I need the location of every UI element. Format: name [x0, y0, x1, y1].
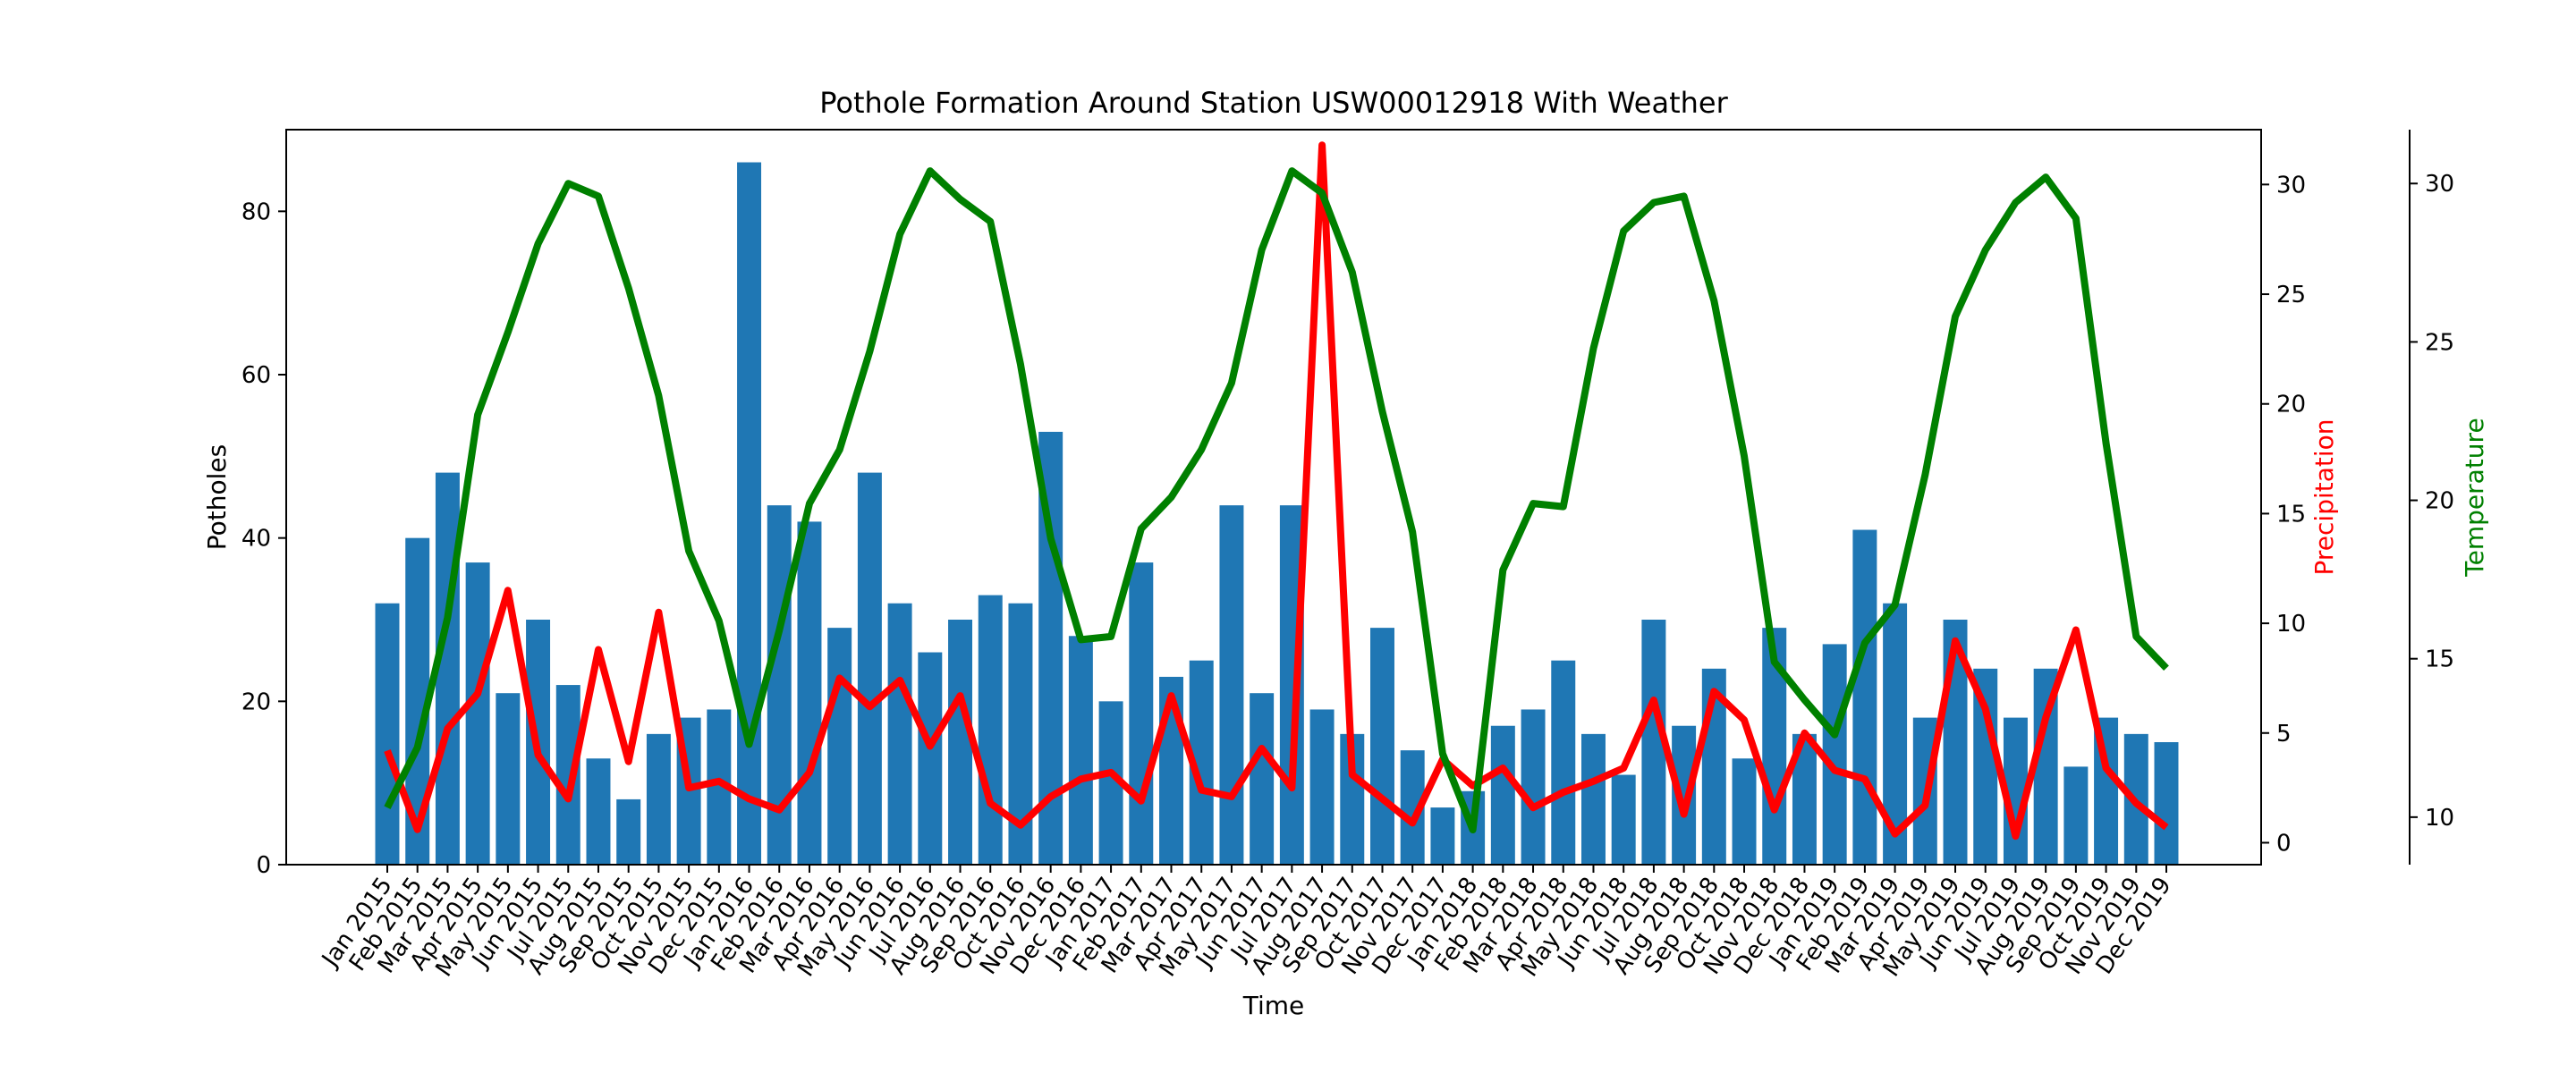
bar: [887, 603, 912, 865]
precipitation-tick-label: 15: [2276, 501, 2306, 528]
bar: [797, 521, 822, 865]
bar: [586, 758, 611, 865]
bar: [1430, 807, 1455, 865]
precipitation-tick-label: 0: [2276, 830, 2292, 857]
temperature-axis-label: Temperature: [2460, 418, 2489, 577]
y-tick-label: 40: [242, 526, 271, 553]
bar: [2154, 742, 2179, 865]
bar: [1822, 644, 1847, 865]
precipitation-tick-label: 5: [2276, 721, 2292, 748]
precipitation-tick-label: 25: [2276, 282, 2306, 308]
bar: [978, 595, 1003, 865]
bar: [857, 472, 882, 865]
bar: [1852, 529, 1877, 865]
bar: [827, 628, 852, 865]
plot-frame: [285, 129, 2262, 866]
bar: [435, 472, 460, 865]
y-tick-label: 0: [256, 852, 271, 879]
bar: [918, 652, 943, 865]
bar: [1309, 709, 1335, 865]
bar: [737, 162, 762, 866]
x-axis-label: Time: [1242, 991, 1305, 1020]
bar: [1219, 505, 1244, 865]
bar: [1370, 628, 1394, 865]
bar: [616, 798, 641, 865]
temperature-tick-label: 15: [2425, 646, 2454, 673]
bar: [496, 693, 521, 865]
bar: [1068, 636, 1093, 865]
bar: [646, 733, 671, 865]
precipitation-tick-label: 30: [2276, 172, 2306, 199]
bar: [375, 603, 400, 865]
lines-layer: [384, 141, 2169, 841]
bar: [1551, 660, 1576, 865]
y-tick-label: 20: [242, 689, 271, 715]
bar: [1490, 725, 1515, 865]
y-axis-label: Potholes: [202, 444, 232, 550]
temperature-tick-label: 25: [2425, 329, 2454, 356]
chart-title: Pothole Formation Around Station USW0001…: [819, 86, 1728, 120]
temperature-tick-label: 10: [2425, 805, 2454, 832]
precipitation-tick-label: 20: [2276, 392, 2306, 418]
bar: [1732, 758, 1757, 865]
bar: [1580, 733, 1606, 865]
precipitation-axis-label: Precipitation: [2309, 418, 2339, 575]
precipitation-line: [384, 141, 2169, 841]
bar: [1611, 774, 1636, 865]
temperature-axis: 10 15 20 25 30: [2409, 130, 2454, 865]
bars-layer: [375, 162, 2179, 866]
bar: [465, 562, 490, 865]
temperature-tick-label: 30: [2425, 171, 2454, 198]
precipitation-axis: 0 5 10 15 20 25 30: [2261, 172, 2306, 857]
bar: [1250, 693, 1275, 865]
precipitation-tick-label: 10: [2276, 611, 2306, 638]
bar: [2063, 766, 2089, 865]
bar: [1129, 562, 1154, 865]
temperature-line: [384, 167, 2169, 833]
bar: [1521, 709, 1546, 865]
y-tick-label: 80: [242, 199, 271, 225]
temperature-tick-label: 20: [2425, 488, 2454, 515]
y-tick-label: 60: [242, 362, 271, 389]
left-axis: 0 20 40 60 80: [242, 199, 286, 879]
bar: [948, 620, 973, 865]
